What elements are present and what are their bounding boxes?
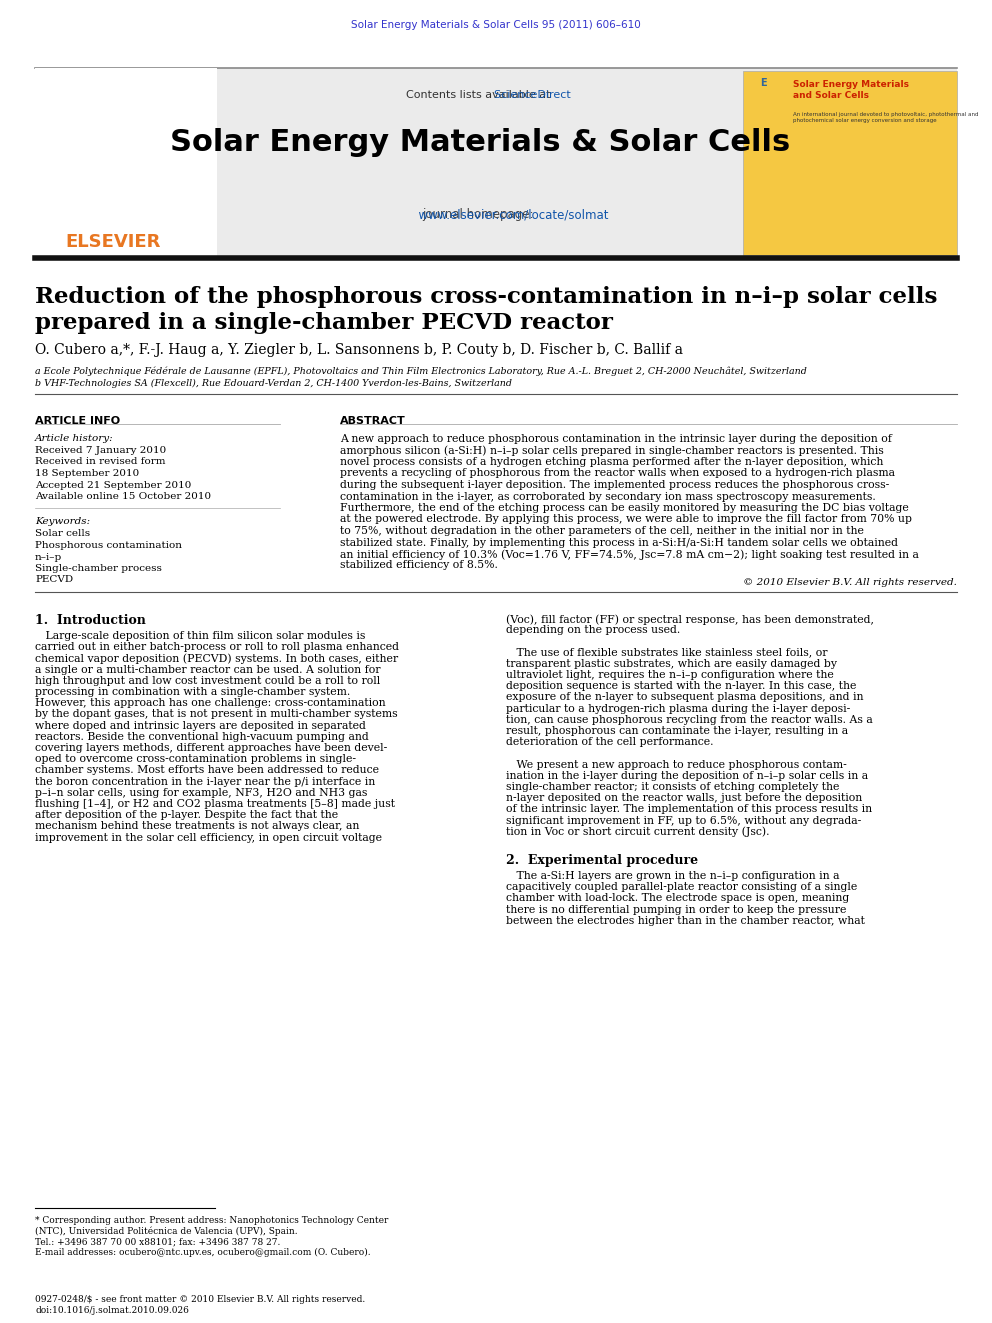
Text: ScienceDirect: ScienceDirect (389, 90, 570, 101)
Text: chamber systems. Most efforts have been addressed to reduce: chamber systems. Most efforts have been … (35, 766, 379, 775)
Text: Article history:: Article history: (35, 434, 114, 443)
Text: However, this approach has one challenge: cross-contamination: However, this approach has one challenge… (35, 699, 386, 708)
Text: high throughput and low cost investment could be a roll to roll: high throughput and low cost investment … (35, 676, 380, 685)
Text: © 2010 Elsevier B.V. All rights reserved.: © 2010 Elsevier B.V. All rights reserved… (743, 578, 957, 587)
Text: ultraviolet light, requires the n–i–p configuration where the: ultraviolet light, requires the n–i–p co… (506, 669, 833, 680)
Text: stabilized state. Finally, by implementing this process in a-Si:H/a-Si:H tandem : stabilized state. Finally, by implementi… (340, 537, 898, 548)
Text: prevents a recycling of phosphorous from the reactor walls when exposed to a hyd: prevents a recycling of phosphorous from… (340, 468, 895, 479)
Text: Large-scale deposition of thin film silicon solar modules is: Large-scale deposition of thin film sili… (35, 631, 365, 642)
Text: Solar Energy Materials & Solar Cells 95 (2011) 606–610: Solar Energy Materials & Solar Cells 95 … (351, 20, 641, 30)
Text: stabilized efficiency of 8.5%.: stabilized efficiency of 8.5%. (340, 561, 498, 570)
Text: journal homepage:: journal homepage: (423, 208, 538, 221)
Text: Received in revised form: Received in revised form (35, 458, 166, 467)
Text: chamber with load-lock. The electrode space is open, meaning: chamber with load-lock. The electrode sp… (506, 893, 849, 904)
Text: ABSTRACT: ABSTRACT (340, 415, 406, 426)
Text: there is no differential pumping in order to keep the pressure: there is no differential pumping in orde… (506, 905, 846, 914)
Text: a single or a multi-chamber reactor can be used. A solution for: a single or a multi-chamber reactor can … (35, 664, 381, 675)
Text: O. Cubero a,*, F.-J. Haug a, Y. Ziegler b, L. Sansonnens b, P. Couty b, D. Fisch: O. Cubero a,*, F.-J. Haug a, Y. Ziegler … (35, 343, 683, 357)
Text: covering layers methods, different approaches have been devel-: covering layers methods, different appro… (35, 744, 387, 753)
Text: PECVD: PECVD (35, 576, 73, 585)
Text: 18 September 2010: 18 September 2010 (35, 468, 139, 478)
Text: doi:10.1016/j.solmat.2010.09.026: doi:10.1016/j.solmat.2010.09.026 (35, 1306, 188, 1315)
Text: at the powered electrode. By applying this process, we were able to improve the : at the powered electrode. By applying th… (340, 515, 912, 524)
Text: oped to overcome cross-contamination problems in single-: oped to overcome cross-contamination pro… (35, 754, 356, 765)
Text: * Corresponding author. Present address: Nanophotonics Technology Center: * Corresponding author. Present address:… (35, 1216, 389, 1225)
Text: amorphous silicon (a-Si:H) n–i–p solar cells prepared in single-chamber reactors: amorphous silicon (a-Si:H) n–i–p solar c… (340, 446, 884, 456)
Text: single-chamber reactor; it consists of etching completely the: single-chamber reactor; it consists of e… (506, 782, 839, 792)
Text: The use of flexible substrates like stainless steel foils, or: The use of flexible substrates like stai… (506, 647, 827, 658)
Text: (Voc), fill factor (FF) or spectral response, has been demonstrated,: (Voc), fill factor (FF) or spectral resp… (506, 614, 874, 624)
Bar (743, 71, 957, 255)
Text: chemical vapor deposition (PECVD) systems. In both cases, either: chemical vapor deposition (PECVD) system… (35, 654, 398, 664)
Text: flushing [1–4], or H2 and CO2 plasma treatments [5–8] made just: flushing [1–4], or H2 and CO2 plasma tre… (35, 799, 395, 808)
Text: improvement in the solar cell efficiency, in open circuit voltage: improvement in the solar cell efficiency… (35, 832, 382, 843)
Text: An international journal devoted to photovoltaic, photothermal and
photochemical: An international journal devoted to phot… (793, 112, 978, 123)
Text: tion in Voc or short circuit current density (Jsc).: tion in Voc or short circuit current den… (506, 827, 770, 837)
Text: transparent plastic substrates, which are easily damaged by: transparent plastic substrates, which ar… (506, 659, 837, 669)
Text: a Ecole Polytechnique Fédérale de Lausanne (EPFL), Photovoltaics and Thin Film E: a Ecole Polytechnique Fédérale de Lausan… (35, 366, 806, 376)
Text: Available online 15 October 2010: Available online 15 October 2010 (35, 492, 211, 501)
Text: of the intrinsic layer. The implementation of this process results in: of the intrinsic layer. The implementati… (506, 804, 872, 815)
Text: 0927-0248/$ - see front matter © 2010 Elsevier B.V. All rights reserved.: 0927-0248/$ - see front matter © 2010 El… (35, 1295, 365, 1304)
Text: (NTC), Universidad Politécnica de Valencia (UPV), Spain.: (NTC), Universidad Politécnica de Valenc… (35, 1226, 298, 1236)
Text: E-mail addresses: ocubero@ntc.upv.es, ocubero@gmail.com (O. Cubero).: E-mail addresses: ocubero@ntc.upv.es, oc… (35, 1248, 371, 1257)
Text: mechanism behind these treatments is not always clear, an: mechanism behind these treatments is not… (35, 822, 359, 831)
Text: p–i–n solar cells, using for example, NF3, H2O and NH3 gas: p–i–n solar cells, using for example, NF… (35, 787, 367, 798)
Text: capacitively coupled parallel-plate reactor consisting of a single: capacitively coupled parallel-plate reac… (506, 882, 857, 892)
Text: Contents lists available at: Contents lists available at (406, 90, 554, 101)
Text: during the subsequent i-layer deposition. The implemented process reduces the ph: during the subsequent i-layer deposition… (340, 480, 889, 490)
Text: The a-Si:H layers are grown in the n–i–p configuration in a: The a-Si:H layers are grown in the n–i–p… (506, 871, 839, 881)
Text: A new approach to reduce phosphorous contamination in the intrinsic layer during: A new approach to reduce phosphorous con… (340, 434, 892, 445)
Text: n–i–p: n–i–p (35, 553, 62, 561)
Text: Solar Energy Materials & Solar Cells: Solar Energy Materials & Solar Cells (170, 128, 790, 157)
Text: tion, can cause phosphorous recycling from the reactor walls. As a: tion, can cause phosphorous recycling fr… (506, 714, 873, 725)
Text: deposition sequence is started with the n-layer. In this case, the: deposition sequence is started with the … (506, 681, 856, 691)
Text: Received 7 January 2010: Received 7 January 2010 (35, 446, 167, 455)
Text: prepared in a single-chamber PECVD reactor: prepared in a single-chamber PECVD react… (35, 312, 613, 333)
Text: 1.  Introduction: 1. Introduction (35, 614, 146, 627)
Text: to 75%, without degradation in the other parameters of the cell, neither in the : to 75%, without degradation in the other… (340, 527, 864, 536)
Text: We present a new approach to reduce phosphorous contam-: We present a new approach to reduce phos… (506, 759, 847, 770)
Text: Tel.: +3496 387 70 00 x88101; fax: +3496 387 78 27.: Tel.: +3496 387 70 00 x88101; fax: +3496… (35, 1237, 281, 1246)
Text: carried out in either batch-process or roll to roll plasma enhanced: carried out in either batch-process or r… (35, 642, 399, 652)
Text: significant improvement in FF, up to 6.5%, without any degrada-: significant improvement in FF, up to 6.5… (506, 815, 861, 826)
Text: ARTICLE INFO: ARTICLE INFO (35, 415, 120, 426)
Text: Solar cells: Solar cells (35, 529, 90, 538)
Text: novel process consists of a hydrogen etching plasma performed after the n-layer : novel process consists of a hydrogen etc… (340, 456, 883, 467)
Text: ELSEVIER: ELSEVIER (65, 233, 161, 251)
Text: Furthermore, the end of the etching process can be easily monitored by measuring: Furthermore, the end of the etching proc… (340, 503, 909, 513)
Text: by the dopant gases, that is not present in multi-chamber systems: by the dopant gases, that is not present… (35, 709, 398, 720)
Text: the boron concentration in the i-layer near the p/i interface in: the boron concentration in the i-layer n… (35, 777, 375, 787)
Text: after deposition of the p-layer. Despite the fact that the: after deposition of the p-layer. Despite… (35, 810, 338, 820)
Text: between the electrodes higher than in the chamber reactor, what: between the electrodes higher than in th… (506, 916, 865, 926)
Text: deterioration of the cell performance.: deterioration of the cell performance. (506, 737, 713, 747)
Text: E: E (760, 78, 767, 89)
Text: Keywords:: Keywords: (35, 517, 90, 527)
Bar (35, 67, 957, 258)
Text: b VHF-Technologies SA (Flexcell), Rue Edouard-Verdan 2, CH-1400 Yverdon-les-Bain: b VHF-Technologies SA (Flexcell), Rue Ed… (35, 378, 512, 388)
Text: Solar Energy Materials
and Solar Cells: Solar Energy Materials and Solar Cells (793, 79, 909, 101)
Text: Phosphorous contamination: Phosphorous contamination (35, 541, 182, 550)
Bar (35, 67, 217, 258)
Text: Reduction of the phosphorous cross-contamination in n–i–p solar cells: Reduction of the phosphorous cross-conta… (35, 286, 937, 308)
Text: reactors. Beside the conventional high-vacuum pumping and: reactors. Beside the conventional high-v… (35, 732, 369, 742)
Text: processing in combination with a single-chamber system.: processing in combination with a single-… (35, 687, 350, 697)
Text: exposure of the n-layer to subsequent plasma depositions, and in: exposure of the n-layer to subsequent pl… (506, 692, 863, 703)
Text: depending on the process used.: depending on the process used. (506, 626, 681, 635)
Text: particular to a hydrogen-rich plasma during the i-layer deposi-: particular to a hydrogen-rich plasma dur… (506, 704, 850, 713)
Text: an initial efficiency of 10.3% (Voc=1.76 V, FF=74.5%, Jsc=7.8 mA cm−2); light so: an initial efficiency of 10.3% (Voc=1.76… (340, 549, 919, 560)
Text: www.elsevier.com/locate/solmat: www.elsevier.com/locate/solmat (351, 208, 609, 221)
Text: 2.  Experimental procedure: 2. Experimental procedure (506, 855, 698, 867)
Text: where doped and intrinsic layers are deposited in separated: where doped and intrinsic layers are dep… (35, 721, 366, 730)
Text: n-layer deposited on the reactor walls, just before the deposition: n-layer deposited on the reactor walls, … (506, 794, 862, 803)
Text: ination in the i-layer during the deposition of n–i–p solar cells in a: ination in the i-layer during the deposi… (506, 771, 868, 781)
Text: result, phosphorous can contaminate the i-layer, resulting in a: result, phosphorous can contaminate the … (506, 726, 848, 736)
Text: contamination in the i-layer, as corroborated by secondary ion mass spectroscopy: contamination in the i-layer, as corrobo… (340, 492, 876, 501)
Text: Accepted 21 September 2010: Accepted 21 September 2010 (35, 480, 191, 490)
Text: Single-chamber process: Single-chamber process (35, 564, 162, 573)
